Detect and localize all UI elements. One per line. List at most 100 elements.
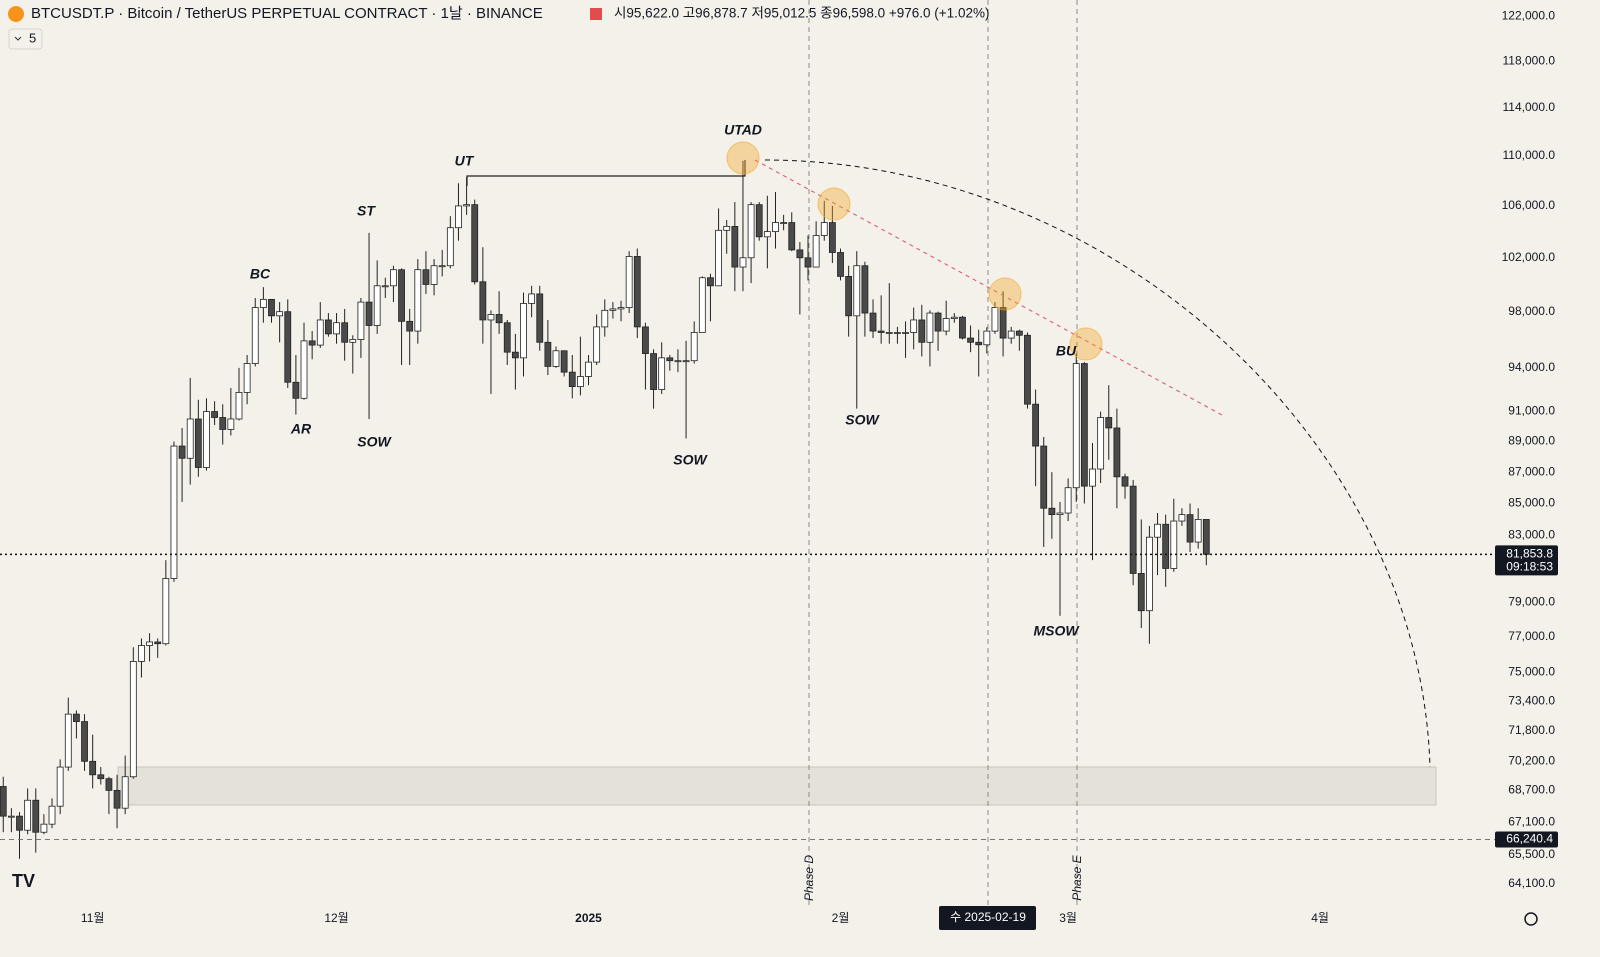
candle-body <box>471 204 479 283</box>
candle-body <box>837 252 844 277</box>
level-tag <box>1495 831 1558 848</box>
tv-logo: TV <box>12 871 35 891</box>
candle-body <box>1032 403 1040 447</box>
countdown: 09:18:53 <box>1506 559 1553 573</box>
phase-label: Phase D <box>802 855 816 901</box>
candle-body <box>731 226 739 268</box>
y-tick-label: 98,000.0 <box>1508 304 1555 318</box>
candle-body <box>455 205 462 229</box>
annotation: BU <box>1056 343 1077 359</box>
candle-body <box>186 418 194 459</box>
candle-body <box>869 312 877 332</box>
y-tick-label: 75,000.0 <box>1508 664 1555 678</box>
candle-body <box>666 357 674 362</box>
candle-body <box>251 307 259 364</box>
candle-body <box>617 307 625 310</box>
candle-body <box>121 776 129 809</box>
y-tick-label: 91,000.0 <box>1508 404 1555 418</box>
candle-body <box>341 322 349 343</box>
x-tick-label: 3월 <box>1059 911 1077 925</box>
candle-body <box>894 332 901 334</box>
candle-body <box>658 357 666 390</box>
symbol-title: BTCUSDT.P · Bitcoin / TetherUS PERPETUAL… <box>31 5 543 22</box>
candle-body <box>227 418 235 430</box>
candle-body <box>373 285 381 326</box>
candle-body <box>1072 363 1080 489</box>
candle-body <box>1024 334 1031 405</box>
phase-label: Phase E <box>1070 854 1084 900</box>
candle-body <box>747 204 755 259</box>
candle-body <box>1113 427 1121 478</box>
candle-body <box>146 641 153 646</box>
candle-body <box>438 265 446 268</box>
y-tick-label: 122,000.0 <box>1502 9 1556 23</box>
indicator-count[interactable]: 5 <box>29 30 36 45</box>
y-tick-label: 114,000.0 <box>1503 100 1556 114</box>
candle-body <box>950 316 958 319</box>
candle-body <box>32 799 40 833</box>
candle-body <box>536 293 544 343</box>
candle-body <box>495 314 503 324</box>
ohlc-text: 시95,622.0 고96,878.7 저95,012.5 종96,598.0 … <box>614 6 989 21</box>
y-tick-label: 67,100.0 <box>1508 814 1555 828</box>
candle-body <box>259 298 267 308</box>
candles <box>0 160 1210 859</box>
x-tick-label: 12월 <box>324 911 348 925</box>
settings-icon[interactable] <box>1524 912 1538 926</box>
candle-body <box>861 265 869 314</box>
candle-body <box>381 285 389 288</box>
candle-body <box>674 360 682 363</box>
candle-body <box>934 312 942 332</box>
crosshair-tag <box>939 906 1036 930</box>
candle-body <box>235 392 243 420</box>
y-tick-label: 110,000.0 <box>1503 148 1556 162</box>
candle-body <box>845 275 853 317</box>
candle-body <box>625 256 633 308</box>
candle-body <box>585 361 592 377</box>
candle-body <box>991 307 999 332</box>
candle-body <box>1129 485 1137 574</box>
candle-body <box>520 303 527 359</box>
y-tick-label: 70,200.0 <box>1508 753 1555 767</box>
candle-body <box>601 309 609 328</box>
candle-body <box>853 265 861 317</box>
candle-body <box>170 445 178 579</box>
annotation: AR <box>290 421 312 437</box>
candle-body <box>1048 507 1056 516</box>
candle-body <box>820 222 828 236</box>
candle-body <box>194 418 202 468</box>
candle-body <box>723 226 731 231</box>
annotation: UTAD <box>724 122 762 138</box>
candle-body <box>1015 330 1023 336</box>
annotation: ST <box>357 203 376 219</box>
y-tick-label: 85,000.0 <box>1508 496 1555 510</box>
candle-body <box>154 641 162 645</box>
candle-body <box>97 774 105 780</box>
candle-body <box>219 417 227 430</box>
candle-body <box>81 721 88 762</box>
candle-body <box>1186 514 1194 543</box>
candle-body <box>804 257 812 268</box>
indicator-toggle[interactable] <box>8 28 43 50</box>
crosshair-label: 수 2025-02-19 <box>950 910 1026 924</box>
y-tick-label: 77,000.0 <box>1508 629 1555 643</box>
y-tick-label: 79,000.0 <box>1508 594 1555 608</box>
candle-body <box>1154 523 1161 538</box>
candle-body <box>999 307 1007 339</box>
candle-body <box>1097 417 1105 470</box>
candle-body <box>528 293 536 304</box>
candle-body <box>1137 573 1145 612</box>
candle-body <box>138 645 145 662</box>
candle-body <box>1146 536 1153 612</box>
candle-body <box>1007 330 1015 339</box>
candle-body <box>479 281 487 321</box>
y-tick-label: 106,000.0 <box>1502 198 1556 212</box>
candle-body <box>902 332 909 334</box>
candle-body <box>64 713 72 768</box>
candle-body <box>568 371 576 388</box>
coin-icon <box>8 6 24 22</box>
y-tick-label: 83,000.0 <box>1508 528 1555 542</box>
candle-body <box>284 311 292 383</box>
candle-body <box>73 713 80 722</box>
candle-body <box>1056 512 1064 516</box>
